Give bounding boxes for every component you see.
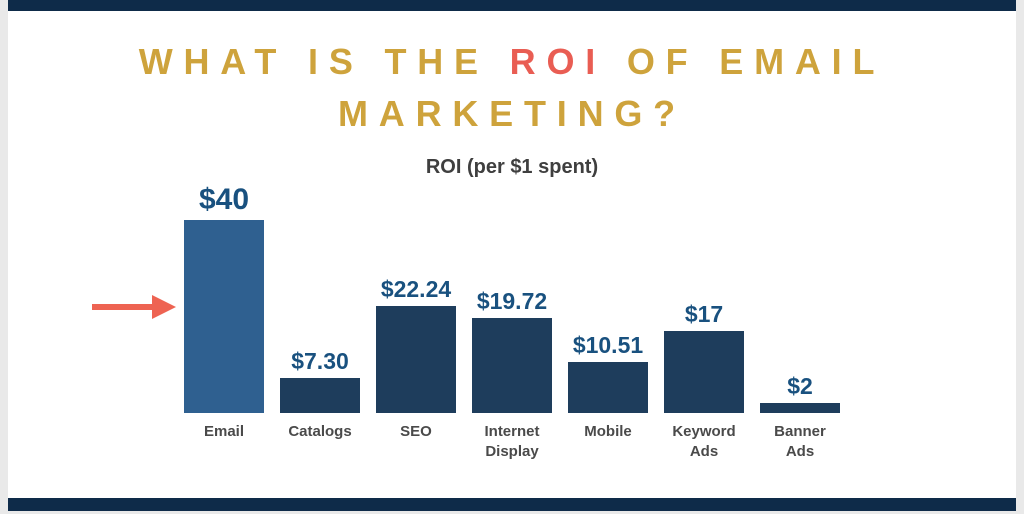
- value-label-email: $40: [198, 183, 250, 217]
- bar-group-catalogs: $7.30 Catalogs: [280, 183, 360, 442]
- bar-area-keyword-ads: $17: [664, 183, 744, 414]
- bottom-border-strip: [8, 498, 1016, 511]
- value-label-mobile: $10.51: [572, 332, 644, 359]
- category-label-email: Email: [203, 423, 245, 441]
- infographic-card: WHAT IS THE ROI OF EMAIL MARKETING? ROI …: [8, 0, 1016, 511]
- category-label-keyword-ads: Keyword Ads: [672, 423, 736, 460]
- arrow-icon: [92, 295, 176, 320]
- value-label-seo: $22.24: [380, 276, 452, 303]
- bar-area-catalogs: $7.30: [280, 183, 360, 414]
- chart-title: ROI (per $1 spent): [425, 156, 599, 179]
- bar-group-keyword-ads: $17 Keyword Ads: [664, 183, 744, 461]
- bar-email: [184, 220, 264, 414]
- bar-mobile: [568, 362, 648, 414]
- bar-group-banner-ads: $2 Banner Ads: [760, 183, 840, 461]
- bar-seo: [376, 306, 456, 414]
- bar-catalogs: [280, 378, 360, 414]
- bar-keyword-ads: [664, 331, 744, 414]
- bar-group-mobile: $10.51 Mobile: [568, 183, 648, 442]
- bar-group-email: $40 Email: [184, 183, 264, 442]
- category-label-banner-ads: Banner Ads: [774, 423, 826, 460]
- value-label-internet-display: $19.72: [476, 288, 548, 315]
- bar-area-internet-display: $19.72: [472, 183, 552, 414]
- bar-internet-display: [472, 318, 552, 414]
- bar-area-email: $40: [184, 183, 264, 414]
- category-label-mobile: Mobile: [584, 423, 632, 441]
- title-prefix: WHAT IS THE: [138, 41, 510, 82]
- title-highlight: ROI: [509, 41, 607, 82]
- bar-banner-ads: [760, 403, 840, 414]
- bar-group-seo: $22.24 SEO: [376, 183, 456, 442]
- value-label-catalogs: $7.30: [291, 348, 349, 375]
- category-label-catalogs: Catalogs: [288, 423, 352, 441]
- bar-chart: $40 Email $7.30 Catalogs $22.24 SEO $19.72 Inte…: [92, 183, 840, 461]
- title-suffix: OF EMAIL MARKETING?: [338, 41, 886, 135]
- bars-row: $40 Email $7.30 Catalogs $22.24 SEO $19.72 Inte…: [184, 183, 840, 461]
- bar-area-banner-ads: $2: [760, 183, 840, 414]
- category-label-seo: SEO: [400, 423, 432, 441]
- top-border-strip: [8, 0, 1016, 11]
- category-label-internet-display: Internet Display: [484, 423, 540, 460]
- bar-group-internet-display: $19.72 Internet Display: [472, 183, 552, 461]
- bar-area-seo: $22.24: [376, 183, 456, 414]
- value-label-keyword-ads: $17: [684, 301, 724, 328]
- bar-area-mobile: $10.51: [568, 183, 648, 414]
- value-label-banner-ads: $2: [787, 373, 813, 400]
- page-title: WHAT IS THE ROI OF EMAIL MARKETING?: [72, 36, 952, 140]
